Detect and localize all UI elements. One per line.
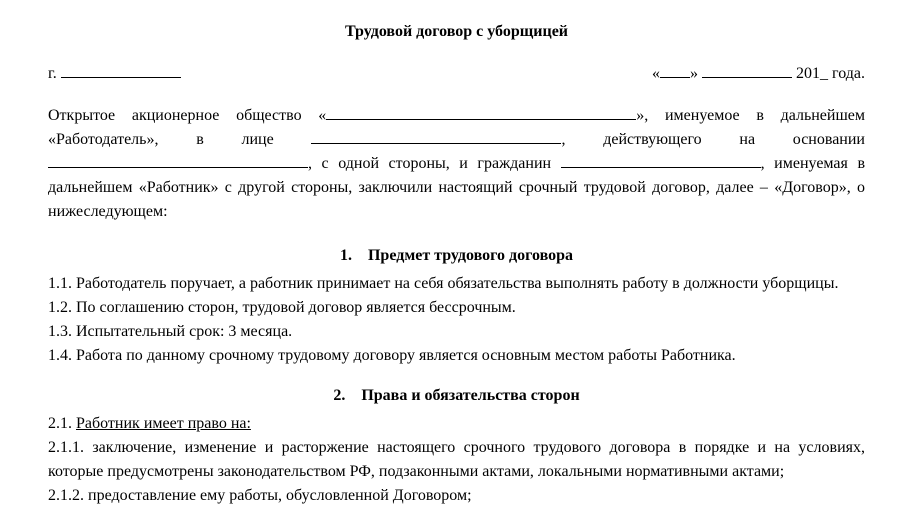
section-1-heading: 1. Предмет трудового договора — [48, 244, 865, 268]
preamble-part3: , действующего на основании — [561, 131, 865, 148]
representative-blank — [311, 143, 561, 144]
section-1-title: Предмет трудового договора — [368, 247, 573, 264]
month-blank — [702, 77, 792, 78]
clause-2-1-num: 2.1. — [48, 415, 76, 432]
citizen-blank — [561, 167, 761, 168]
section-2-heading: 2. Права и обязательства сторон — [48, 384, 865, 408]
section-1-number: 1. — [340, 247, 352, 264]
clause-1-3: 1.3. Испытательный срок: 3 месяца. — [48, 320, 865, 344]
clause-1-4: 1.4. Работа по данному срочному трудовом… — [48, 344, 865, 368]
document-title: Трудовой договор с уборщицей — [48, 20, 865, 44]
date-field: «» 201_ года. — [652, 62, 865, 86]
company-blank — [326, 119, 636, 120]
city-field: г. — [48, 62, 181, 86]
basis-blank — [48, 167, 308, 168]
section-2-title: Права и обязательства сторон — [361, 387, 579, 404]
preamble-part1: Открытое акционерное общество « — [48, 107, 326, 124]
clause-2-1-2: 2.1.2. предоставление ему работы, обусло… — [48, 484, 865, 508]
city-blank — [61, 77, 181, 78]
city-prefix: г. — [48, 65, 57, 82]
preamble: Открытое акционерное общество «», именуе… — [48, 104, 865, 224]
section-2-number: 2. — [333, 387, 345, 404]
clause-1-2: 1.2. По соглашению сторон, трудовой дого… — [48, 296, 865, 320]
preamble-part4: , с одной стороны, и гражданин — [308, 155, 561, 172]
date-row: г. «» 201_ года. — [48, 62, 865, 86]
year-suffix: года. — [832, 65, 865, 82]
clause-1-1: 1.1. Работодатель поручает, а работник п… — [48, 272, 865, 296]
year-prefix: 201_ — [796, 65, 828, 82]
clause-2-1-1: 2.1.1. заключение, изменение и расторжен… — [48, 436, 865, 484]
clause-2-1-text: Работник имеет право на: — [76, 415, 251, 432]
day-blank — [660, 77, 690, 78]
clause-2-1: 2.1. Работник имеет право на: — [48, 412, 865, 436]
